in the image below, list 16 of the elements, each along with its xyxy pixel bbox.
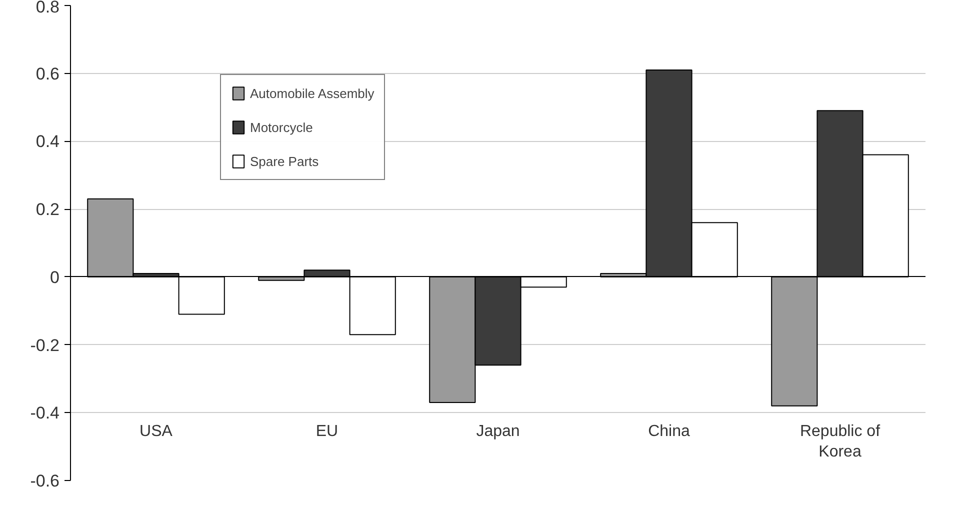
y-tick-label: -0.6 (30, 472, 60, 490)
y-tick-label: -0.4 (30, 404, 60, 423)
legend-label: Motorcycle (250, 120, 313, 134)
x-tick-label: EU (316, 422, 338, 440)
legend-label: Automobile Assembly (250, 86, 374, 100)
x-tick-label: China (648, 422, 690, 440)
legend-label: Spare Parts (250, 154, 319, 168)
y-tick-label: 0.8 (36, 0, 60, 16)
y-tick-label: 0.4 (36, 132, 60, 152)
x-tick-label: Japan (476, 422, 520, 440)
y-tick-label: -0.2 (30, 336, 60, 355)
x-tick-label: Republic of Korea (800, 422, 881, 460)
y-tick-label: 0 (50, 268, 60, 287)
x-tick-label: USA (140, 422, 173, 440)
y-tick-label: 0.2 (36, 200, 60, 220)
y-tick-label: 0.6 (36, 64, 60, 84)
